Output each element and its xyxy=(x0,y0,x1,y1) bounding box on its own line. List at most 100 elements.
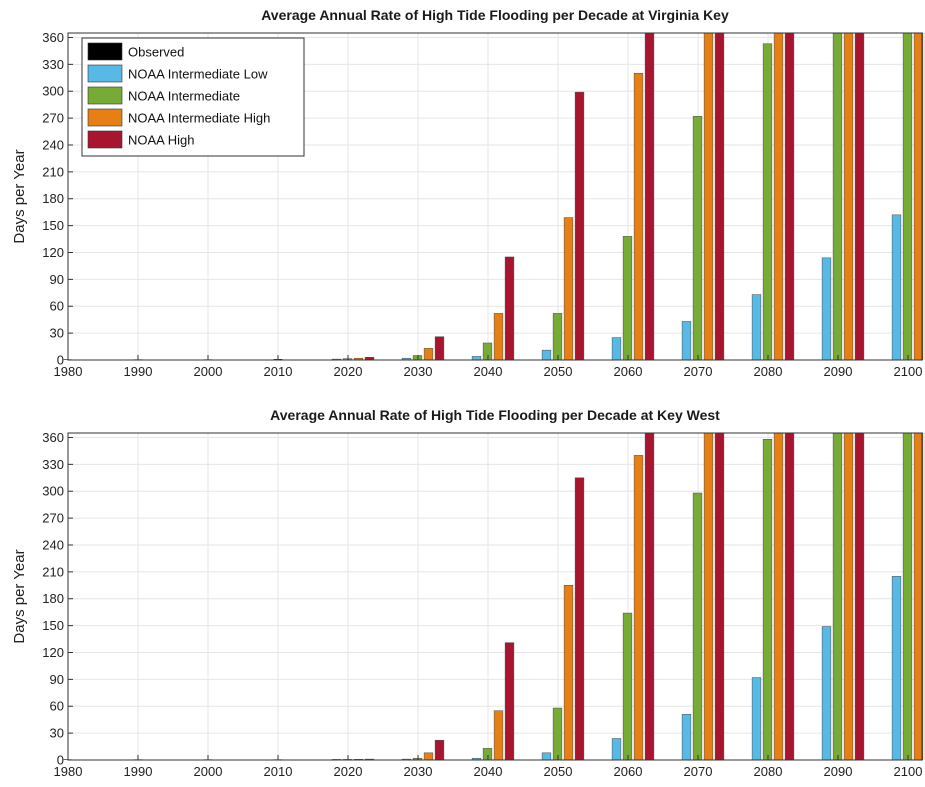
x-tick-label: 2100 xyxy=(894,764,923,779)
bar-noaa-high-2040 xyxy=(504,256,515,361)
y-tick-label: 240 xyxy=(42,537,64,552)
x-tick-label: 2000 xyxy=(194,764,223,779)
chart-panel-2: 0 30 60 90 120 150 180 210 240 270 300 330 360 1980 19… xyxy=(11,407,925,779)
y-tick-label: 60 xyxy=(50,699,64,714)
x-tick-label: 2070 xyxy=(684,764,713,779)
legend-swatch-noaa-intermediate-high xyxy=(87,108,123,127)
bar-noaa-intermediate-low-2060 xyxy=(611,738,622,761)
legend-label-noaa-intermediate: NOAA Intermediate xyxy=(128,89,240,104)
bar-noaa-intermediate-low-2070 xyxy=(681,714,692,761)
legend-swatch-noaa-intermediate xyxy=(87,86,123,105)
x-tick-label: 2080 xyxy=(754,364,783,379)
y-tick-label: 90 xyxy=(50,672,64,687)
bar-noaa-intermediate-low-2080 xyxy=(751,677,762,761)
bar-noaa-intermediate-low-2100 xyxy=(891,214,902,361)
bar-noaa-high-2060 xyxy=(644,32,655,361)
legend-label-noaa-high: NOAA High xyxy=(128,133,194,148)
bar-noaa-intermediate-low-2100 xyxy=(891,576,902,761)
y-tick-label: 120 xyxy=(42,245,64,260)
bar-noaa-intermediate-high-2030 xyxy=(423,752,434,761)
bar-noaa-intermediate-high-2050 xyxy=(563,585,574,761)
bar-noaa-intermediate-high-2050 xyxy=(563,217,574,361)
bar-noaa-intermediate-high-2090 xyxy=(843,432,854,761)
y-tick-label: 30 xyxy=(50,726,64,741)
bar-noaa-intermediate-high-2080 xyxy=(773,432,784,761)
bar-noaa-intermediate-high-2070 xyxy=(703,32,714,361)
y-tick-label: 210 xyxy=(42,564,64,579)
x-tick-label: 2010 xyxy=(264,364,293,379)
x-tick-label: 2060 xyxy=(614,764,643,779)
chart-panel-1: 0 30 60 90 120 150 180 210 240 270 300 330 360 1980 19… xyxy=(11,7,925,379)
x-tick-label: 2090 xyxy=(824,364,853,379)
bar-noaa-intermediate-2100 xyxy=(902,32,913,361)
x-tick-label: 1980 xyxy=(54,364,83,379)
bar-noaa-intermediate-2050 xyxy=(552,313,563,361)
x-tick-label: 2050 xyxy=(544,364,573,379)
bar-noaa-high-2040 xyxy=(504,642,515,761)
y-tick-label: 180 xyxy=(42,191,64,206)
bar-noaa-intermediate-low-2050 xyxy=(541,752,552,761)
chart-title: Average Annual Rate of High Tide Floodin… xyxy=(261,7,729,23)
bar-noaa-intermediate-low-2060 xyxy=(611,337,622,361)
bar-noaa-intermediate-2050 xyxy=(552,707,563,761)
bar-noaa-intermediate-2090 xyxy=(832,32,843,361)
y-tick-label: 240 xyxy=(42,137,64,152)
y-tick-label: 30 xyxy=(50,326,64,341)
x-tick-label: 2030 xyxy=(404,364,433,379)
legend-swatch-noaa-intermediate-low xyxy=(87,64,123,83)
axes-box xyxy=(67,32,923,361)
x-tick-label: 2040 xyxy=(474,764,503,779)
chart-title: Average Annual Rate of High Tide Floodin… xyxy=(270,407,720,423)
bar-noaa-intermediate-2060 xyxy=(622,612,633,761)
x-tick-label: 2100 xyxy=(894,364,923,379)
y-tick-label: 210 xyxy=(42,164,64,179)
bar-noaa-high-2030 xyxy=(434,740,445,761)
bar-noaa-intermediate-low-2050 xyxy=(541,349,552,361)
bar-noaa-intermediate-high-2070 xyxy=(703,432,714,761)
y-tick-label: 330 xyxy=(42,57,64,72)
legend: Observed NOAA Intermediate Low NOAA Interm… xyxy=(81,37,305,157)
bar-noaa-intermediate-2070 xyxy=(692,116,703,361)
bar-noaa-high-2090 xyxy=(854,32,865,361)
bar-noaa-intermediate-2060 xyxy=(622,236,633,361)
y-tick-label: 300 xyxy=(42,84,64,99)
legend-label-noaa-intermediate-high: NOAA Intermediate High xyxy=(128,111,270,126)
y-tick-label: 150 xyxy=(42,218,64,233)
y-tick-label: 0 xyxy=(57,353,64,368)
legend-swatch-observed xyxy=(87,42,123,61)
y-tick-label: 330 xyxy=(42,457,64,472)
legend-swatch-noaa-high xyxy=(87,130,123,149)
bar-noaa-high-2050 xyxy=(574,477,585,761)
y-tick-label: 360 xyxy=(42,430,64,445)
bar-noaa-intermediate-high-2090 xyxy=(843,32,854,361)
x-tick-label: 2070 xyxy=(684,364,713,379)
bar-noaa-intermediate-high-2040 xyxy=(493,710,504,761)
x-tick-label: 2040 xyxy=(474,364,503,379)
bar-noaa-high-2080 xyxy=(784,432,795,761)
y-tick-label: 360 xyxy=(42,30,64,45)
bar-noaa-intermediate-high-2040 xyxy=(493,313,504,361)
bar-noaa-intermediate-high-2080 xyxy=(773,32,784,361)
bar-noaa-high-2060 xyxy=(644,432,655,761)
bar-noaa-intermediate-low-2090 xyxy=(821,257,832,361)
y-tick-label: 300 xyxy=(42,484,64,499)
bar-noaa-intermediate-high-2060 xyxy=(633,455,644,761)
bar-noaa-intermediate-low-2040 xyxy=(471,356,482,361)
x-tick-label: 1990 xyxy=(124,364,153,379)
y-tick-label: 270 xyxy=(42,511,64,526)
y-tick-label: 0 xyxy=(57,753,64,768)
bar-noaa-intermediate-high-2030 xyxy=(423,348,434,361)
x-tick-label: 2050 xyxy=(544,764,573,779)
bar-noaa-intermediate-2100 xyxy=(902,432,913,761)
x-tick-label: 2020 xyxy=(334,764,363,779)
bar-noaa-intermediate-2090 xyxy=(832,432,843,761)
bar-noaa-high-2070 xyxy=(714,432,725,761)
y-tick-label: 120 xyxy=(42,645,64,660)
y-axis-label: Days per Year xyxy=(11,149,28,243)
x-tick-label: 2020 xyxy=(334,364,363,379)
x-tick-label: 2000 xyxy=(194,364,223,379)
x-tick-label: 1980 xyxy=(54,764,83,779)
bar-noaa-intermediate-2080 xyxy=(762,439,773,761)
x-tick-label: 2060 xyxy=(614,364,643,379)
